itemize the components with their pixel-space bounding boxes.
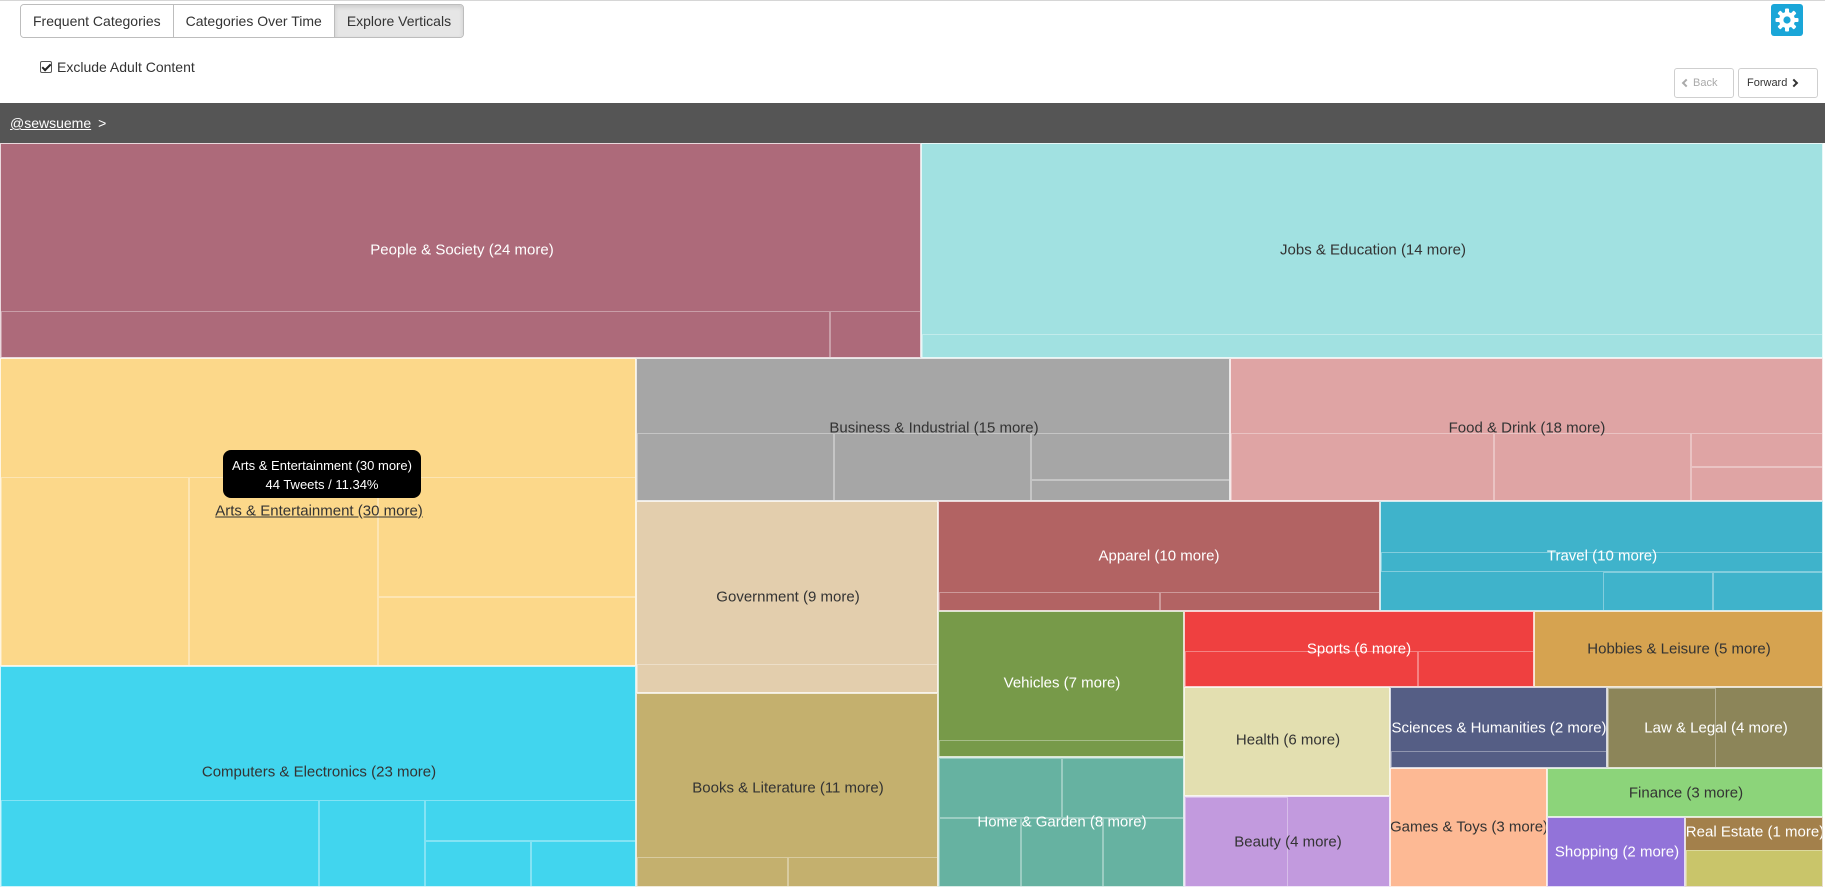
tooltip-title: Arts & Entertainment (30 more) bbox=[232, 458, 412, 473]
view-tabs: Frequent Categories Categories Over Time… bbox=[20, 4, 465, 38]
treemap-cell[interactable]: Jobs & Education (14 more) bbox=[921, 143, 1823, 358]
treemap-subcell bbox=[1713, 572, 1822, 610]
treemap-cell-label: Jobs & Education (14 more) bbox=[1280, 241, 1466, 259]
treemap-subcell bbox=[378, 597, 635, 665]
treemap-subcell bbox=[531, 841, 635, 886]
treemap-cell[interactable]: Health (6 more) bbox=[1184, 687, 1390, 796]
treemap-cell[interactable]: Sciences & Humanities (2 more) bbox=[1390, 687, 1607, 768]
treemap-cell-label: Law & Legal (4 more) bbox=[1644, 719, 1788, 737]
treemap-cell[interactable]: Computers & Electronics (23 more) bbox=[0, 666, 636, 887]
treemap-subcell bbox=[939, 758, 1062, 818]
treemap-cell[interactable]: Apparel (10 more) bbox=[938, 501, 1380, 611]
treemap-subcell bbox=[1391, 751, 1606, 767]
treemap-cell[interactable]: Finance (3 more) bbox=[1547, 768, 1823, 817]
treemap-subcell bbox=[1691, 433, 1822, 467]
treemap-cell-label: Arts & Entertainment (30 more) bbox=[215, 502, 423, 520]
treemap-subcell bbox=[830, 311, 920, 357]
tooltip: Arts & Entertainment (30 more) 44 Tweets… bbox=[223, 450, 421, 498]
treemap-cell-label: Real Estate (1 more) bbox=[1685, 823, 1823, 841]
tab-explore-verticals[interactable]: Explore Verticals bbox=[334, 5, 464, 37]
breadcrumb-separator: > bbox=[98, 115, 107, 131]
treemap-cell-label: Sciences & Humanities (2 more) bbox=[1391, 719, 1607, 737]
treemap-cell-label: Apparel (10 more) bbox=[1098, 547, 1220, 565]
treemap-cell-label: Home & Garden (8 more) bbox=[977, 813, 1147, 831]
tab-frequent-categories[interactable]: Frequent Categories bbox=[21, 5, 174, 37]
treemap-cell-label: Sports (6 more) bbox=[1306, 640, 1412, 658]
treemap-subcell bbox=[922, 334, 1822, 357]
treemap-subcell bbox=[788, 857, 937, 886]
treemap-subcell bbox=[1, 311, 830, 357]
treemap-cell[interactable]: Real Estate (1 more) bbox=[1685, 817, 1823, 887]
back-label: Back bbox=[1693, 77, 1718, 89]
treemap-cell-label: Vehicles (7 more) bbox=[1003, 674, 1121, 692]
treemap-subcell bbox=[1231, 433, 1494, 500]
treemap-cell[interactable]: Government (9 more) bbox=[636, 501, 938, 693]
treemap-subcell bbox=[1691, 467, 1822, 500]
exclude-adult-filter: Exclude Adult Content bbox=[40, 59, 195, 75]
treemap-subcell bbox=[939, 592, 1160, 610]
treemap-cell[interactable]: Books & Literature (11 more) bbox=[636, 693, 938, 887]
treemap-cell-label: Shopping (2 more) bbox=[1554, 843, 1680, 861]
breadcrumb: @sewsueme > bbox=[0, 103, 1825, 143]
chevron-left-icon bbox=[1681, 78, 1691, 88]
treemap-subcell bbox=[1031, 433, 1229, 480]
breadcrumb-user-link[interactable]: @sewsueme bbox=[10, 115, 92, 131]
treemap-subcell bbox=[637, 433, 834, 500]
treemap-cell-label: Computers & Electronics (23 more) bbox=[201, 763, 437, 781]
treemap-subcell bbox=[1, 477, 189, 665]
settings-button[interactable] bbox=[1771, 4, 1803, 36]
treemap-cell-label: Hobbies & Leisure (5 more) bbox=[1587, 640, 1771, 658]
top-border bbox=[0, 0, 1825, 1]
treemap-cell-label: Finance (3 more) bbox=[1628, 784, 1744, 802]
treemap-cell-label: Business & Industrial (15 more) bbox=[829, 419, 1039, 437]
forward-label: Forward bbox=[1747, 77, 1788, 89]
treemap-cell-label: Books & Literature (11 more) bbox=[692, 779, 884, 797]
treemap-cell[interactable]: Law & Legal (4 more) bbox=[1607, 687, 1823, 768]
treemap-subcell bbox=[425, 841, 531, 886]
treemap-cell[interactable]: Home & Garden (8 more) bbox=[938, 757, 1184, 887]
treemap-subcell bbox=[637, 857, 788, 886]
treemap-subcell bbox=[1418, 651, 1533, 686]
treemap-cell-label: Government (9 more) bbox=[716, 588, 860, 606]
treemap-subcell bbox=[1160, 592, 1379, 610]
treemap-subcell bbox=[1062, 758, 1183, 818]
treemap-cell[interactable]: Arts & Entertainment (30 more) bbox=[0, 358, 636, 666]
treemap-cell-label: Food & Drink (18 more) bbox=[1448, 419, 1606, 437]
treemap-cell-label: Travel (10 more) bbox=[1546, 547, 1658, 565]
back-button[interactable]: Back bbox=[1674, 68, 1734, 98]
treemap-cell-label: People & Society (24 more) bbox=[370, 241, 554, 259]
exclude-adult-checkbox[interactable] bbox=[40, 61, 52, 73]
treemap-subcell bbox=[1686, 850, 1822, 886]
treemap-subcell bbox=[425, 800, 635, 841]
treemap-cell[interactable]: Business & Industrial (15 more) bbox=[636, 358, 1230, 501]
treemap-subcell bbox=[1, 800, 319, 886]
vertical-treemap: People & Society (24 more) Jobs & Educati… bbox=[0, 143, 1825, 887]
forward-button[interactable]: Forward bbox=[1738, 68, 1818, 98]
treemap-subcell bbox=[834, 433, 1031, 500]
chevron-right-icon bbox=[1790, 78, 1799, 88]
treemap-cell-label: Games & Toys (3 more) bbox=[1390, 818, 1547, 836]
gear-icon bbox=[1775, 8, 1799, 32]
treemap-cell[interactable]: Shopping (2 more) bbox=[1547, 817, 1685, 887]
treemap-cell[interactable]: Sports (6 more) bbox=[1184, 611, 1534, 687]
treemap-subcell bbox=[1494, 433, 1691, 500]
treemap-subcell bbox=[319, 800, 425, 886]
treemap-subcell bbox=[939, 740, 1183, 756]
treemap-cell[interactable]: Beauty (4 more) bbox=[1184, 796, 1390, 887]
treemap-subcell bbox=[637, 664, 937, 692]
treemap-cell[interactable]: Travel (10 more) bbox=[1380, 501, 1823, 611]
treemap-cell[interactable]: Hobbies & Leisure (5 more) bbox=[1534, 611, 1823, 687]
tooltip-stats: 44 Tweets / 11.34% bbox=[265, 477, 379, 492]
treemap-subcell bbox=[1031, 480, 1229, 500]
treemap-cell-label: Beauty (4 more) bbox=[1234, 833, 1342, 851]
tab-categories-over-time[interactable]: Categories Over Time bbox=[173, 5, 335, 37]
treemap-cell[interactable]: People & Society (24 more) bbox=[0, 143, 921, 358]
treemap-cell-label: Health (6 more) bbox=[1235, 731, 1341, 749]
treemap-subcell bbox=[1603, 572, 1713, 610]
treemap-cell[interactable]: Vehicles (7 more) bbox=[938, 611, 1184, 757]
exclude-adult-label: Exclude Adult Content bbox=[57, 59, 195, 75]
treemap-cell[interactable]: Games & Toys (3 more) bbox=[1390, 768, 1547, 887]
treemap-cell[interactable]: Food & Drink (18 more) bbox=[1230, 358, 1823, 501]
